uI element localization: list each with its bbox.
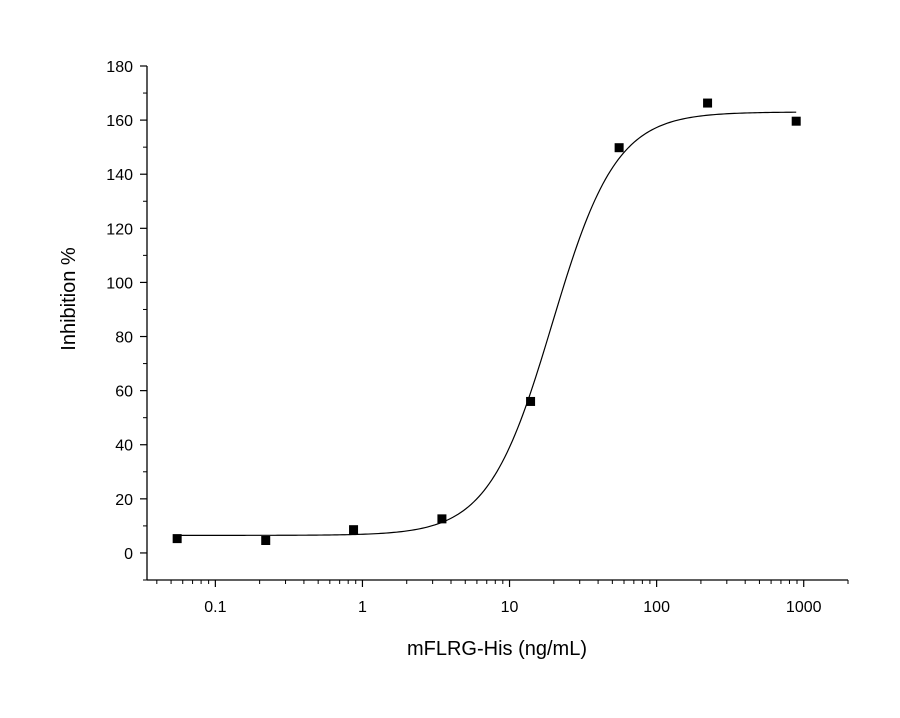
y-tick-label: 60: [115, 384, 133, 401]
axes: 0 20 40 60 80 100 120 140 160 180 0.1 1 10 100 1000: [106, 59, 849, 616]
y-tick-label: 40: [115, 438, 133, 455]
y-tick-label: 180: [106, 59, 133, 76]
data-point: [614, 143, 624, 153]
data-point: [703, 98, 713, 108]
fit-curve: [177, 111, 797, 536]
y-tick-label: 0: [124, 546, 133, 563]
x-tick-label: 1: [358, 599, 367, 616]
x-axis-title: mFLRG-His (ng/mL): [407, 638, 587, 660]
y-tick-label: 20: [115, 492, 133, 509]
fit-curve-layer: [177, 111, 797, 536]
x-tick-label: 100: [643, 599, 670, 616]
y-axis-title: Inhibition %: [58, 247, 80, 351]
y-tick-label: 100: [106, 275, 133, 292]
x-tick-label: 0.1: [204, 599, 226, 616]
x-tick-label: 1000: [786, 599, 822, 616]
y-tick-label: 80: [115, 330, 133, 347]
data-point: [791, 116, 801, 126]
x-tick-label: 10: [501, 599, 519, 616]
data-point: [526, 396, 536, 406]
y-tick-label: 120: [106, 221, 133, 238]
y-tick-label: 160: [106, 113, 133, 130]
data-point: [261, 536, 271, 545]
y-tick-label: 140: [106, 167, 133, 184]
data-point: [437, 514, 447, 524]
data-point: [349, 525, 359, 535]
data-points-layer: [172, 98, 801, 545]
data-point: [172, 534, 182, 544]
